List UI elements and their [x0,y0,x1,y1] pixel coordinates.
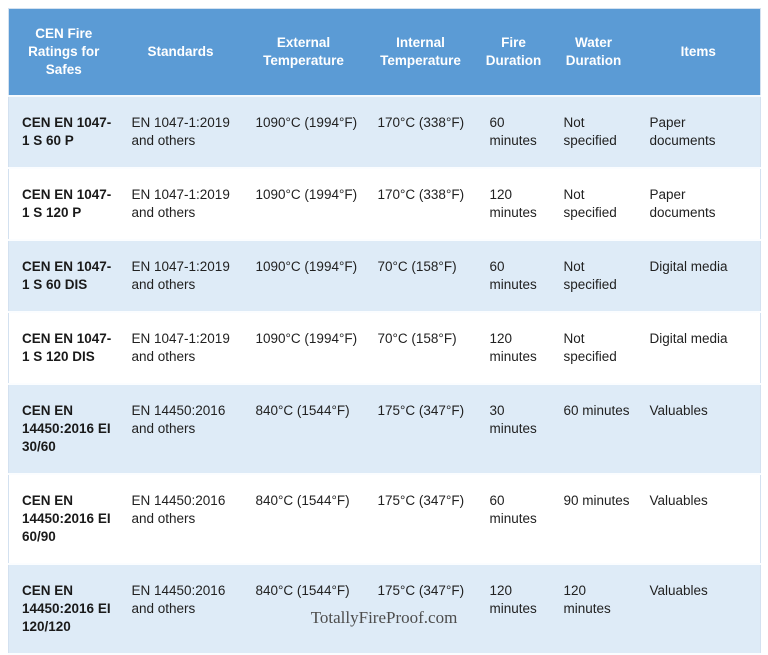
cell-water-duration: Not specified [550,167,637,241]
cell-water-duration: Not specified [550,311,637,385]
cell-rating: CEN EN 14450:2016 EI 60/90 [8,473,119,565]
cell-internal-temp: 170°C (338°F) [364,95,477,169]
cell-items: Digital media [636,239,761,313]
header-cell-items: Items [636,8,761,97]
cell-internal-temp: 70°C (158°F) [364,239,477,313]
cell-internal-temp: 70°C (158°F) [364,311,477,385]
cell-external-temp: 840°C (1544°F) [242,563,365,655]
cell-items: Valuables [636,563,761,655]
cell-internal-temp: 175°C (347°F) [364,383,477,475]
header-cell-rating: CEN Fire Ratings for Safes [8,8,119,97]
cell-water-duration: Not specified [550,95,637,169]
cell-external-temp: 840°C (1544°F) [242,383,365,475]
cell-fire-duration: 120 minutes [476,311,551,385]
cell-external-temp: 1090°C (1994°F) [242,311,365,385]
cell-items: Paper documents [636,167,761,241]
cell-standards: EN 1047-1:2019 and others [118,167,243,241]
cell-rating: CEN EN 14450:2016 EI 120/120 [8,563,119,655]
cell-fire-duration: 120 minutes [476,167,551,241]
cell-standards: EN 14450:2016 and others [118,383,243,475]
table-row: CEN EN 1047-1 S 120 P EN 1047-1:2019 and… [8,167,761,241]
table-row: CEN EN 14450:2016 EI 60/90 EN 14450:2016… [8,473,761,565]
header-cell-water-duration: Water Duration [550,8,637,97]
table-header: CEN Fire Ratings for Safes Standards Ext… [8,8,761,97]
cell-external-temp: 1090°C (1994°F) [242,167,365,241]
cell-fire-duration: 120 minutes [476,563,551,655]
cell-standards: EN 14450:2016 and others [118,473,243,565]
cell-standards: EN 1047-1:2019 and others [118,239,243,313]
header-cell-standards: Standards [118,8,243,97]
cell-external-temp: 1090°C (1994°F) [242,95,365,169]
cell-rating: CEN EN 1047-1 S 60 P [8,95,119,169]
cell-items: Valuables [636,473,761,565]
cell-fire-duration: 60 minutes [476,239,551,313]
cell-water-duration: 60 minutes [550,383,637,475]
table-body: CEN EN 1047-1 S 60 P EN 1047-1:2019 and … [8,95,761,655]
cell-rating: CEN EN 14450:2016 EI 30/60 [8,383,119,475]
cell-items: Digital media [636,311,761,385]
table-row: CEN EN 1047-1 S 60 P EN 1047-1:2019 and … [8,95,761,169]
cell-external-temp: 1090°C (1994°F) [242,239,365,313]
header-cell-internal-temp: Internal Temperature [364,8,477,97]
fire-ratings-table: CEN Fire Ratings for Safes Standards Ext… [8,8,761,655]
cell-fire-duration: 60 minutes [476,473,551,565]
cell-fire-duration: 60 minutes [476,95,551,169]
table-row: CEN EN 14450:2016 EI 30/60 EN 14450:2016… [8,383,761,475]
cell-fire-duration: 30 minutes [476,383,551,475]
cell-internal-temp: 175°C (347°F) [364,473,477,565]
cell-items: Paper documents [636,95,761,169]
cell-items: Valuables [636,383,761,475]
cell-water-duration: 90 minutes [550,473,637,565]
cell-standards: EN 14450:2016 and others [118,563,243,655]
header-cell-fire-duration: Fire Duration [476,8,551,97]
cell-standards: EN 1047-1:2019 and others [118,95,243,169]
cell-internal-temp: 170°C (338°F) [364,167,477,241]
cell-water-duration: Not specified [550,239,637,313]
cell-rating: CEN EN 1047-1 S 120 P [8,167,119,241]
table-row: CEN EN 14450:2016 EI 120/120 EN 14450:20… [8,563,761,655]
cell-rating: CEN EN 1047-1 S 120 DIS [8,311,119,385]
table-row: CEN EN 1047-1 S 60 DIS EN 1047-1:2019 an… [8,239,761,313]
cell-standards: EN 1047-1:2019 and others [118,311,243,385]
cell-rating: CEN EN 1047-1 S 60 DIS [8,239,119,313]
table-row: CEN EN 1047-1 S 120 DIS EN 1047-1:2019 a… [8,311,761,385]
site-attribution: TotallyFireProof.com [310,608,458,627]
header-cell-external-temp: External Temperature [242,8,365,97]
header-row: CEN Fire Ratings for Safes Standards Ext… [8,8,761,97]
cell-external-temp: 840°C (1544°F) [242,473,365,565]
cell-water-duration: 120 minutes [550,563,637,655]
cell-internal-temp: 175°C (347°F) [364,563,477,655]
